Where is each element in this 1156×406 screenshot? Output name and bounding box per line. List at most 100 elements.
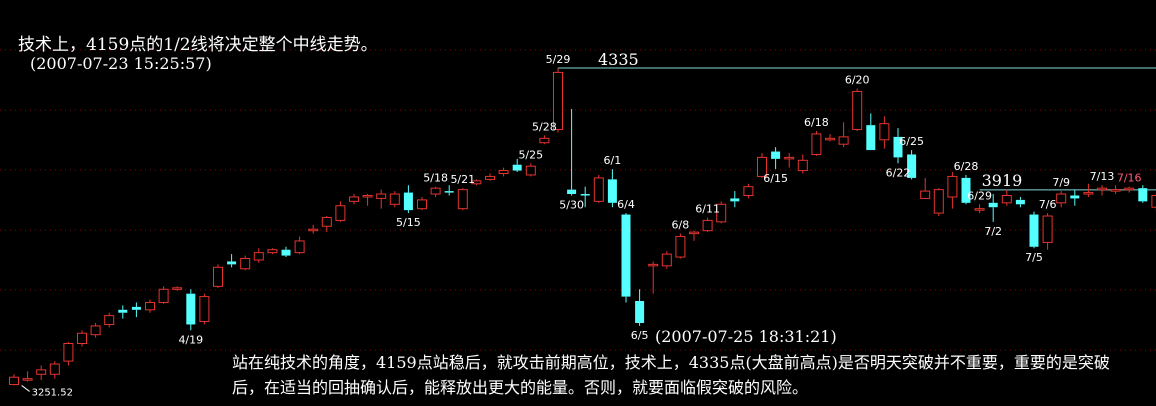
candle bbox=[403, 185, 413, 214]
candle bbox=[988, 194, 998, 222]
candle bbox=[1015, 196, 1025, 208]
candle bbox=[1151, 192, 1156, 212]
candle bbox=[417, 196, 427, 211]
date-label: 4/19 bbox=[178, 333, 203, 346]
date-label: 6/20 bbox=[845, 74, 870, 87]
candle bbox=[308, 224, 319, 234]
candle bbox=[498, 167, 509, 177]
candle bbox=[743, 183, 754, 199]
date-label: 7/2 bbox=[984, 225, 1002, 238]
candle bbox=[838, 122, 849, 148]
date-label: 5/30 bbox=[559, 198, 584, 211]
date-label: 7/13 bbox=[1090, 170, 1115, 183]
candle bbox=[131, 302, 141, 318]
candle bbox=[567, 109, 577, 196]
date-label: 6/5 bbox=[631, 329, 649, 342]
analysis-note: 站在纯技术的角度，4159点站稳后，就攻击前期高位，技术上，4335点(大盘前高… bbox=[232, 353, 1110, 397]
candle bbox=[757, 152, 767, 178]
candle bbox=[118, 305, 128, 319]
candle bbox=[716, 201, 727, 224]
candle bbox=[457, 188, 468, 211]
date-label: 6/25 bbox=[899, 135, 924, 148]
candle bbox=[907, 150, 917, 180]
candle bbox=[539, 135, 550, 145]
candle bbox=[253, 248, 264, 263]
candle bbox=[1042, 213, 1053, 250]
candle bbox=[961, 174, 971, 205]
candle bbox=[947, 172, 958, 209]
date-label: 5/29 bbox=[546, 53, 571, 66]
candle bbox=[879, 116, 890, 149]
candle bbox=[607, 169, 617, 208]
date-label: 7/6 bbox=[1039, 198, 1057, 211]
level-lines: 4335 3919 3251.52 bbox=[21, 50, 1156, 398]
candle bbox=[240, 255, 251, 271]
candle bbox=[1124, 186, 1135, 193]
candle bbox=[648, 261, 659, 294]
header-timestamp: (2007-07-23 15:25:57) bbox=[30, 54, 212, 73]
candle bbox=[90, 322, 101, 338]
date-label: 6/22 bbox=[886, 166, 911, 179]
candle bbox=[77, 330, 87, 347]
date-label: 6/1 bbox=[604, 154, 622, 167]
candle bbox=[580, 186, 590, 208]
date-label: 5/15 bbox=[396, 216, 421, 229]
candle bbox=[281, 246, 291, 258]
candle bbox=[1070, 189, 1080, 206]
candle bbox=[294, 236, 305, 255]
date-label: 6/8 bbox=[672, 219, 690, 232]
footer-timestamp: (2007-07-25 18:31:21) bbox=[655, 327, 837, 346]
candle bbox=[389, 191, 400, 208]
date-label: 5/21 bbox=[450, 173, 475, 186]
candle bbox=[825, 133, 835, 142]
candle bbox=[675, 233, 686, 259]
candle bbox=[1138, 185, 1148, 203]
candle bbox=[593, 174, 604, 203]
candle bbox=[199, 293, 210, 325]
candle bbox=[933, 188, 944, 217]
candle bbox=[63, 342, 74, 366]
min-marker bbox=[21, 385, 30, 392]
candle bbox=[186, 289, 196, 331]
candle bbox=[702, 217, 713, 233]
candle bbox=[227, 254, 237, 268]
candle bbox=[145, 299, 155, 313]
candle bbox=[349, 194, 359, 205]
candle bbox=[866, 113, 876, 151]
candle bbox=[784, 152, 795, 168]
candle bbox=[811, 131, 822, 156]
candles bbox=[9, 68, 1156, 386]
candle bbox=[362, 194, 373, 206]
candle bbox=[621, 213, 631, 303]
date-label: 6/11 bbox=[695, 202, 720, 215]
candle bbox=[1083, 183, 1094, 197]
chart-comment: 技术上，4159点的1/2线将决定整个中线走势。 bbox=[18, 35, 378, 55]
candle bbox=[1097, 185, 1107, 196]
date-label: 5/25 bbox=[518, 148, 543, 161]
candle bbox=[525, 163, 536, 177]
candle bbox=[471, 179, 482, 186]
candle bbox=[376, 189, 387, 209]
candle bbox=[1110, 185, 1121, 195]
candle bbox=[335, 201, 346, 222]
candle bbox=[512, 158, 522, 173]
date-label: 7/5 bbox=[1025, 251, 1043, 264]
candle bbox=[172, 286, 183, 291]
date-label: 6/29 bbox=[967, 189, 992, 202]
candle bbox=[104, 312, 115, 328]
resistance-label: 4335 bbox=[598, 50, 639, 69]
candle bbox=[974, 204, 985, 214]
date-label: 6/15 bbox=[763, 172, 788, 185]
date-label: 7/16 bbox=[1117, 172, 1142, 185]
date-label: 7/9 bbox=[1052, 176, 1070, 189]
candle bbox=[730, 191, 740, 208]
candle bbox=[321, 216, 332, 233]
candle bbox=[9, 374, 19, 386]
candle bbox=[661, 251, 672, 269]
candle bbox=[852, 88, 863, 132]
candle bbox=[1001, 189, 1012, 206]
candle bbox=[797, 154, 808, 174]
candle bbox=[893, 128, 903, 164]
date-label: 6/18 bbox=[804, 116, 829, 129]
date-label: 6/4 bbox=[617, 198, 635, 211]
